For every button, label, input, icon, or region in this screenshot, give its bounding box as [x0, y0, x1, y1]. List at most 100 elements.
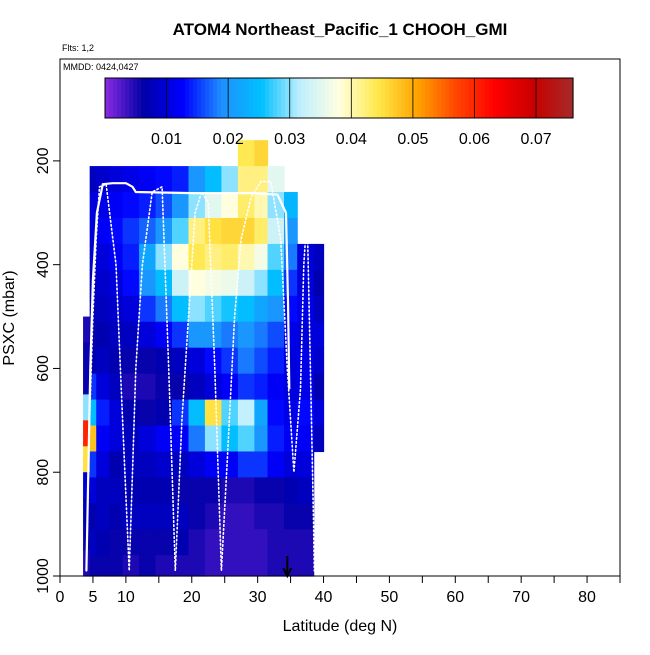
heatmap-cell	[237, 217, 255, 245]
colorbar-swatch	[429, 78, 434, 118]
heatmap-cell	[237, 347, 255, 375]
colorbar-tick-label: 0.03	[274, 131, 305, 148]
colorbar-swatch	[313, 78, 318, 118]
colorbar-swatch	[301, 78, 306, 118]
colorbar-tick-label: 0.04	[336, 131, 367, 148]
heatmap-cell	[204, 451, 223, 479]
colorbar-swatch	[201, 78, 206, 118]
heatmap-cell	[139, 269, 157, 297]
heatmap-cell	[221, 373, 239, 401]
x-tick-label: 80	[578, 589, 596, 606]
heatmap-cell	[221, 529, 239, 556]
heatmap-cell	[155, 503, 173, 530]
heatmap-cell	[89, 192, 97, 219]
colorbar-swatch	[413, 78, 418, 118]
heatmap-cell	[155, 269, 173, 297]
heatmap-cell	[221, 192, 239, 219]
heatmap-cell	[254, 555, 269, 577]
heatmap-cell	[172, 192, 190, 219]
heatmap-cell	[96, 399, 111, 427]
colorbar-tick-label: 0.07	[520, 131, 551, 148]
heatmap-cell	[221, 295, 239, 323]
heatmap-cell	[96, 503, 111, 530]
colorbar-swatch	[325, 78, 330, 118]
colorbar-swatch	[241, 78, 246, 118]
colorbar-swatch	[321, 78, 326, 118]
heatmap-cell	[284, 373, 298, 401]
colorbar-swatch	[145, 78, 150, 118]
heatmap-cell	[89, 477, 97, 504]
colorbar-swatch	[153, 78, 158, 118]
heatmap-cell	[122, 192, 140, 219]
heatmap-cell	[122, 373, 140, 401]
heatmap-cell	[254, 192, 269, 219]
heatmap-cell	[188, 529, 206, 556]
heatmap-cell	[89, 451, 97, 479]
colorbar-swatch	[381, 78, 386, 118]
colorbar-swatch	[177, 78, 182, 118]
heatmap-cell	[267, 217, 285, 245]
colorbar-swatch	[245, 78, 250, 118]
heatmap-cell	[254, 140, 269, 167]
heatmap-cell	[254, 269, 269, 297]
heatmap-cell	[83, 420, 91, 447]
heatmap-cell	[284, 425, 298, 453]
heatmap-cell	[254, 503, 269, 530]
x-tick-label: 30	[249, 589, 267, 606]
heatmap-cell	[188, 269, 206, 297]
y-tick-label: 800	[35, 459, 52, 486]
heatmap-cell	[297, 347, 315, 375]
heatmap-cell	[155, 529, 173, 556]
heatmap-cell	[221, 477, 239, 504]
heatmap-cell	[139, 555, 157, 577]
heatmap-cell	[96, 295, 111, 323]
colorbar-swatch	[233, 78, 238, 118]
colorbar-swatch	[521, 78, 526, 118]
heatmap-cell	[297, 321, 315, 349]
heatmap-cell	[267, 373, 285, 401]
heatmap-cell	[122, 243, 140, 271]
colorbar-swatch	[345, 78, 350, 118]
colorbar-swatch	[481, 78, 486, 118]
heatmap-cell	[221, 451, 239, 479]
heatmap-cell	[297, 451, 315, 479]
heatmap-cell	[172, 295, 190, 323]
colorbar-swatch	[169, 78, 174, 118]
heatmap-cell	[155, 399, 173, 427]
colorbar-swatch	[417, 78, 422, 118]
colorbar-swatch	[333, 78, 338, 118]
heatmap-cell	[96, 451, 111, 479]
heatmap-cell	[96, 555, 111, 577]
heatmap-cell	[83, 342, 91, 370]
colorbar-swatch	[277, 78, 282, 118]
heatmap-cell	[204, 192, 223, 219]
heatmap-cell	[172, 243, 190, 271]
chart-title: ATOM4 Northeast_Pacific_1 CHOOH_GMI	[173, 20, 508, 39]
heatmap-cell	[188, 295, 206, 323]
heatmap-cell	[83, 472, 91, 499]
colorbar-swatch	[449, 78, 454, 118]
heatmap-cell	[139, 217, 157, 245]
heatmap-cell	[155, 192, 173, 219]
heatmap-cell	[89, 503, 97, 530]
heatmap-cell	[221, 347, 239, 375]
heatmap-cell	[284, 529, 298, 556]
colorbar-swatch	[109, 78, 114, 118]
heatmap-cell	[83, 368, 91, 395]
heatmap-cell	[254, 347, 269, 375]
colorbar-swatch	[569, 78, 574, 118]
heatmap-cell	[109, 451, 124, 479]
colorbar-swatch	[373, 78, 378, 118]
colorbar: 0.01 0.02 0.03 0.04 0.05 0.06 0.07	[104, 77, 574, 148]
heatmap-cell	[89, 555, 97, 577]
heatmap-cell	[89, 425, 97, 453]
heatmap-cell	[96, 243, 111, 271]
heatmap-cell	[204, 269, 223, 297]
colorbar-swatch	[281, 78, 286, 118]
heatmap-cell	[139, 477, 157, 504]
colorbar-swatch	[525, 78, 530, 118]
colorbar-swatch	[117, 78, 122, 118]
colorbar-swatch	[293, 78, 298, 118]
colorbar-swatch	[189, 78, 194, 118]
heatmap-cell	[284, 295, 298, 323]
